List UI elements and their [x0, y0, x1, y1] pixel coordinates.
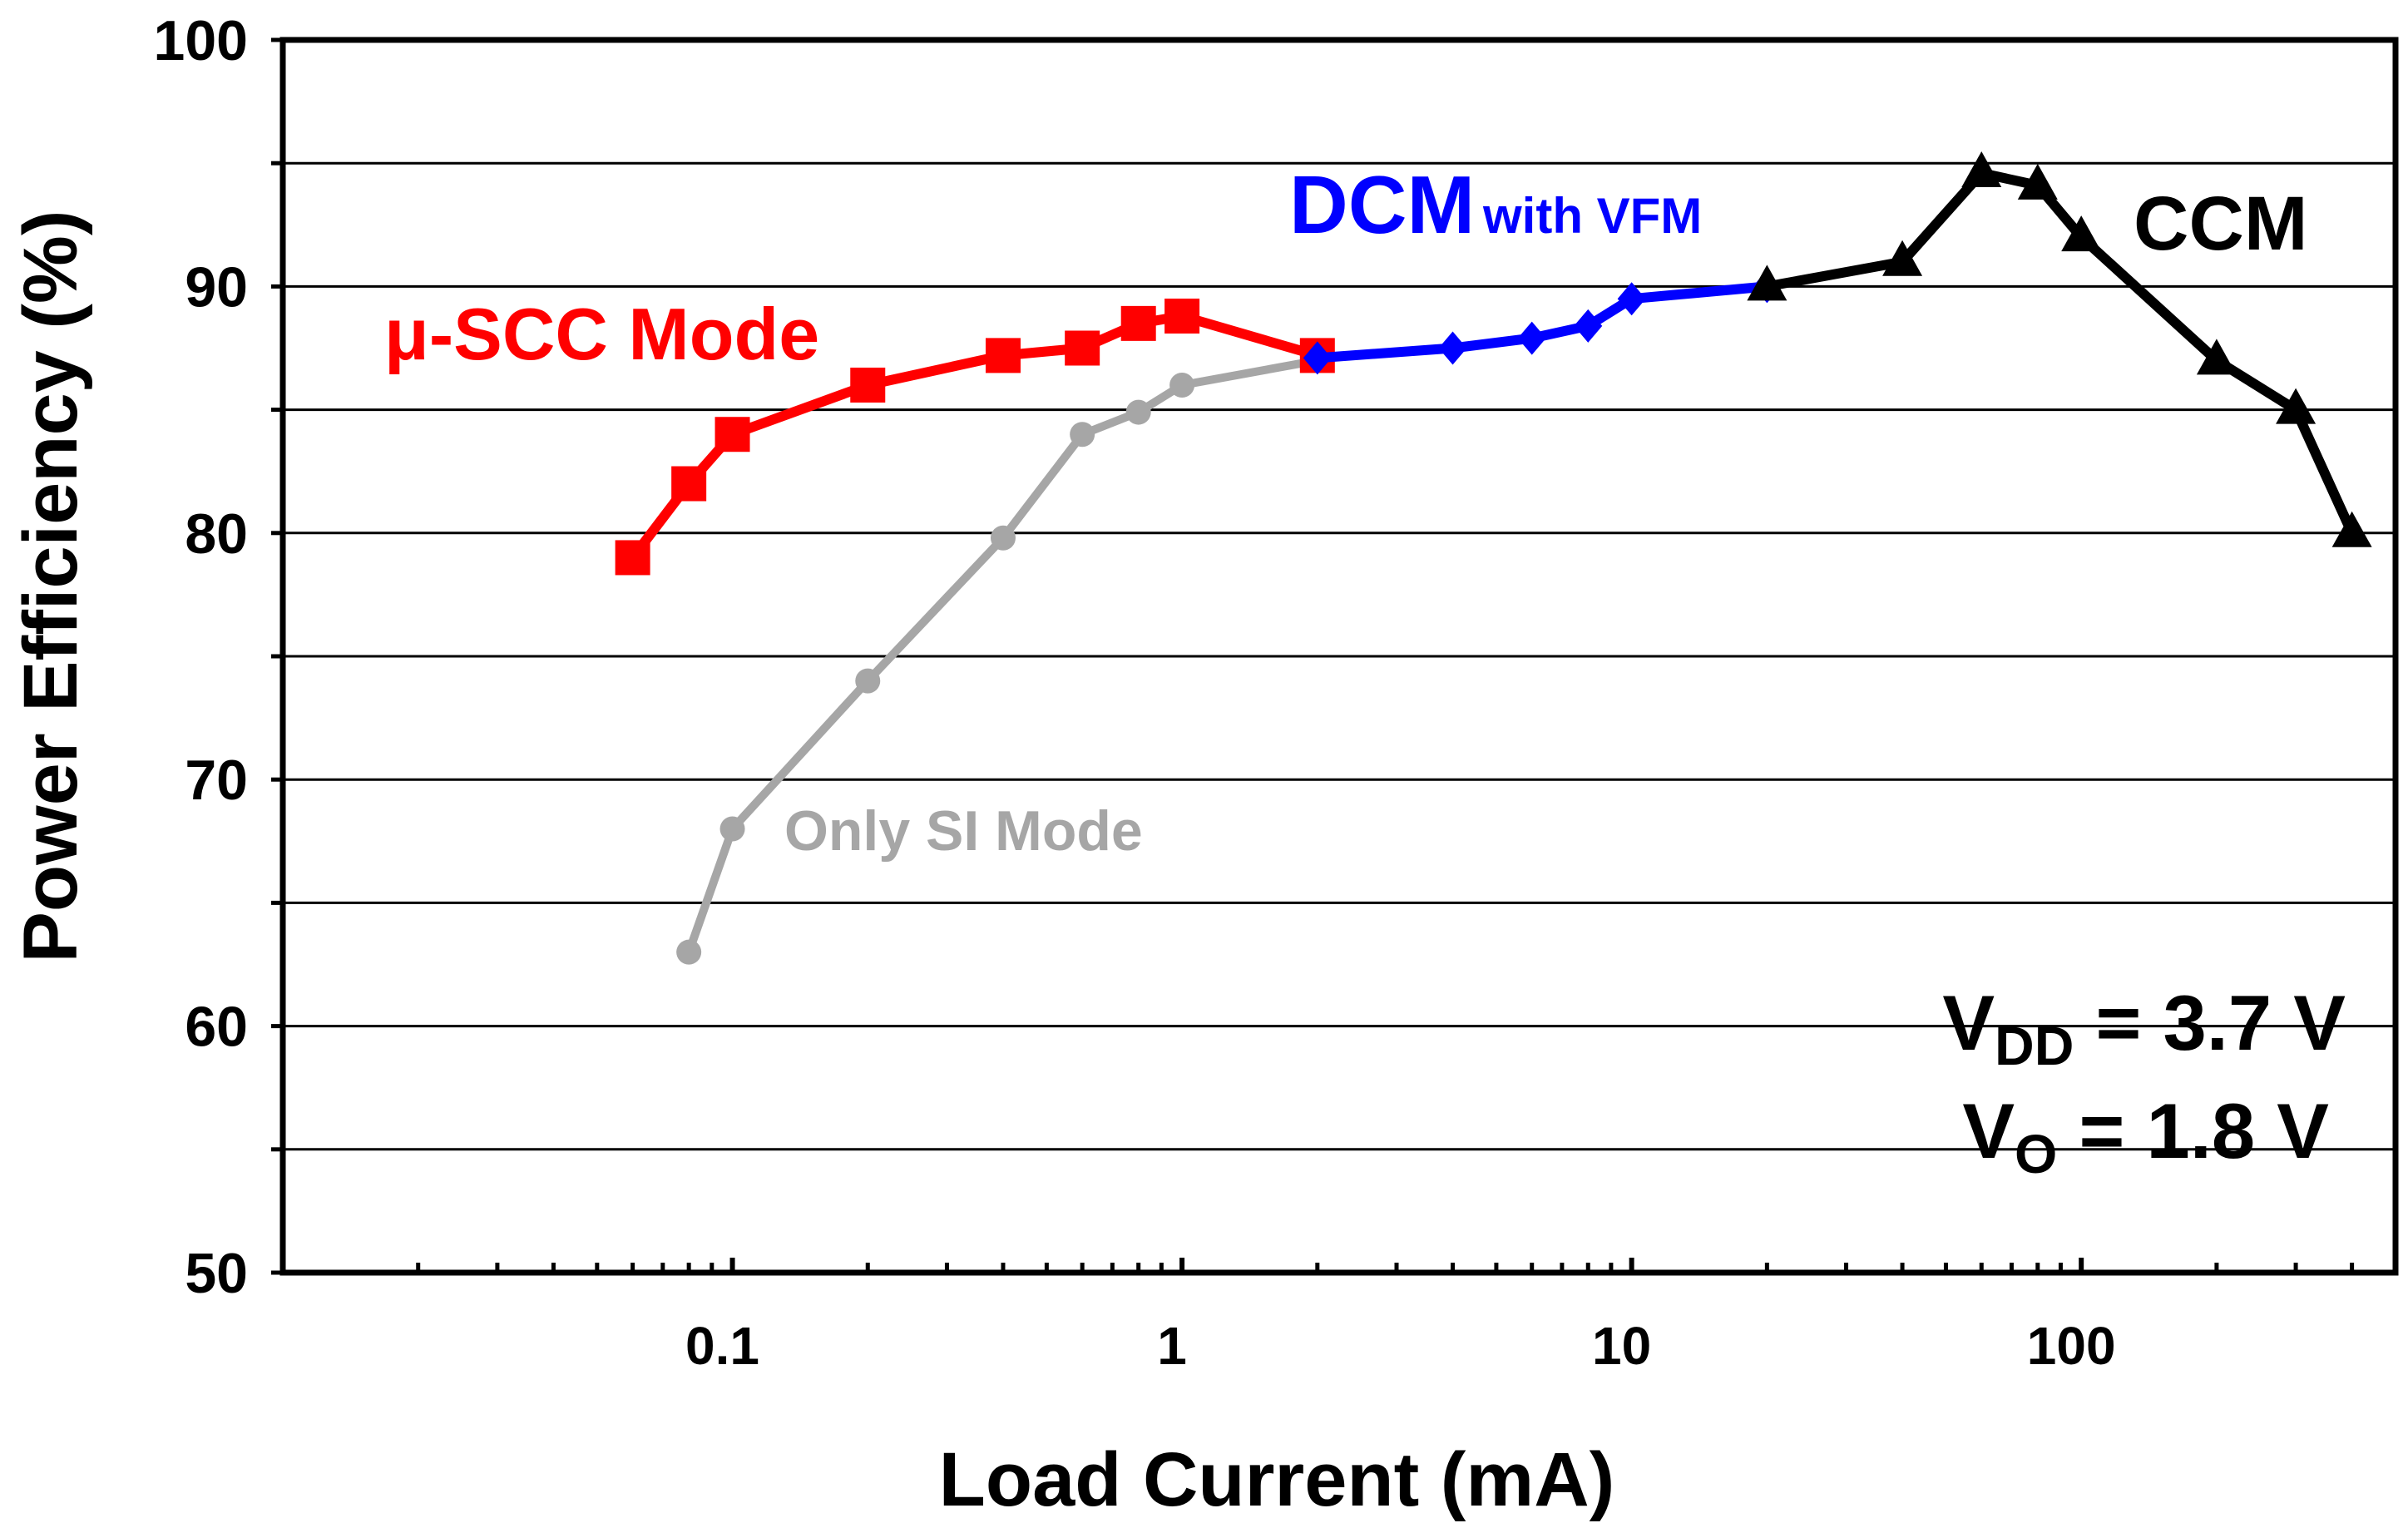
data-point-dcm-with-vfm — [1574, 309, 1603, 343]
vo-value: = 1.8 V — [2057, 1087, 2329, 1174]
data-point-only-si-mode — [855, 668, 881, 694]
data-point-ccm — [2331, 511, 2372, 547]
plot-frame — [279, 37, 2399, 1276]
data-point-ccm — [2061, 215, 2102, 252]
data-point-scc-mode — [671, 466, 707, 502]
vo-symbol: V — [1962, 1087, 2015, 1174]
data-point-scc-mode — [1065, 330, 1100, 366]
data-point-only-si-mode — [676, 939, 702, 965]
x-tick-label: 10 — [1592, 1316, 1651, 1376]
y-tick-label: 90 — [185, 255, 248, 319]
y-tick-label: 70 — [185, 749, 248, 812]
data-point-dcm-with-vfm — [1517, 321, 1546, 355]
data-point-dcm-with-vfm — [1303, 341, 1332, 375]
data-point-scc-mode — [1120, 305, 1156, 341]
x-tick-label: 0.1 — [685, 1316, 759, 1376]
vdd-subscript: DD — [1995, 1015, 2074, 1076]
vdd-value: = 3.7 V — [2074, 979, 2346, 1066]
y-tick-label: 80 — [185, 502, 248, 566]
data-point-scc-mode — [850, 367, 886, 403]
data-point-scc-mode — [714, 417, 750, 452]
data-point-dcm-with-vfm — [1617, 282, 1646, 316]
x-tick-label: 100 — [2027, 1316, 2116, 1376]
data-point-ccm — [1882, 240, 1923, 276]
y-tick-label: 50 — [185, 1242, 248, 1305]
grid-lines — [283, 161, 2396, 1151]
data-point-dcm-with-vfm — [1438, 331, 1467, 365]
data-point-scc-mode — [1164, 298, 1200, 334]
x-tick-labels: 0.1 1 10 100 — [685, 1316, 2116, 1376]
data-point-only-si-mode — [1070, 422, 1095, 448]
series-line-ccm — [1766, 168, 2357, 536]
data-point-only-si-mode — [990, 525, 1016, 551]
data-point-scc-mode — [985, 338, 1021, 373]
data-point-ccm — [2196, 339, 2237, 375]
data-point-only-si-mode — [1125, 399, 1151, 425]
x-tick-label: 1 — [1157, 1316, 1187, 1376]
y-tick-label: 60 — [185, 996, 248, 1059]
annotation-scc-mode: μ-SCC Mode — [384, 293, 819, 375]
series-layer — [615, 151, 2372, 965]
data-point-ccm — [1747, 265, 1787, 301]
series-ccm — [1747, 151, 2372, 547]
data-point-only-si-mode — [719, 816, 745, 842]
series-dcm-with-vfm — [1303, 270, 1782, 375]
data-point-ccm — [2017, 163, 2058, 200]
vo-subscript: O — [2015, 1123, 2057, 1184]
annotation-only-si-mode: Only SI Mode — [784, 799, 1143, 863]
annotation-ccm: CCM — [2134, 181, 2308, 266]
series-only-si-mode — [676, 348, 1330, 965]
y-axis-label: Power Efficiency (%) — [8, 210, 93, 963]
annotation-dcm: DCM — [1289, 159, 1475, 250]
data-point-only-si-mode — [1169, 372, 1195, 398]
x-axis-label: Load Current (mA) — [939, 1437, 1615, 1522]
series-line-dcm-with-vfm — [1317, 281, 1768, 363]
data-point-scc-mode — [615, 540, 650, 576]
annotation-dcm-vfm: with VFM — [1482, 188, 1702, 244]
y-tick-label: 100 — [154, 9, 248, 72]
data-point-ccm — [1961, 151, 2002, 188]
annotation-vdd: VDD = 3.7 V — [1942, 979, 2346, 1076]
y-tick-labels: 50 60 70 80 90 100 — [154, 9, 248, 1305]
data-point-ccm — [2276, 388, 2317, 424]
vdd-symbol: V — [1942, 979, 1995, 1066]
annotation-vo: VO = 1.8 V — [1962, 1087, 2329, 1184]
